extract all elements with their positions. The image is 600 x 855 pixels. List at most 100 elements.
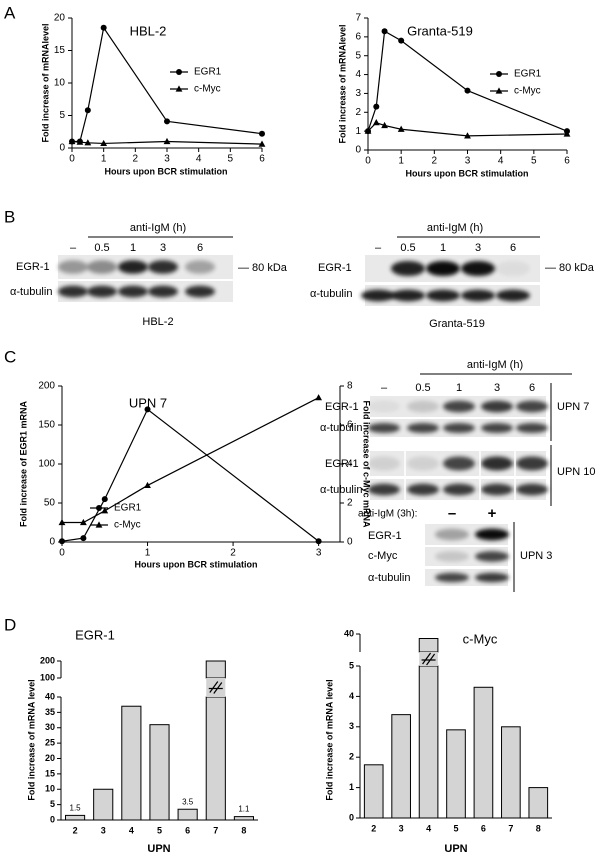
y-tick-label: 15 [54, 45, 66, 56]
point [76, 138, 84, 145]
legend-marker [175, 85, 183, 92]
y-axis-label: Fold increase of mRNA level [324, 679, 334, 800]
x-axis-label: Hours upon BCR stimulation [105, 166, 228, 176]
x-tick-label: 1 [145, 548, 151, 559]
blot-band [407, 483, 439, 496]
lane-label: 0.5 [400, 242, 415, 254]
blot-band [368, 456, 400, 471]
legend-marker [176, 69, 182, 75]
y-tick-label: 10 [45, 784, 55, 794]
blot-band [461, 289, 495, 302]
lane-label: 6 [197, 242, 203, 254]
blot-band [58, 285, 88, 298]
x-tick-label: 3 [164, 154, 170, 165]
point [364, 127, 372, 134]
value-label: 1.1 [238, 805, 250, 814]
blot-band [185, 285, 215, 298]
blot-band [368, 483, 400, 496]
chart-title: HBL-2 [130, 23, 167, 38]
x-tick-label: 4 [426, 823, 431, 833]
y-axis-label: Fold increase of EGR1 mRNA [18, 400, 28, 527]
point [398, 37, 405, 44]
y-axis-label: Fold increase of mRNAlevel [337, 24, 347, 143]
panel-label: B [4, 207, 15, 226]
blot-band [407, 456, 439, 471]
x-tick-label: 2 [432, 156, 438, 167]
y-tick-label: 0 [50, 814, 55, 824]
y-tick-label: 100 [40, 672, 55, 682]
bar [473, 686, 494, 819]
lane-label: 3 [475, 242, 481, 254]
blot-band [481, 422, 513, 434]
legend-marker [495, 87, 503, 94]
y-tick-label: 50 [44, 498, 56, 509]
y-tick-label: 0 [59, 143, 65, 154]
y-tick-label: 200 [38, 381, 55, 392]
series-line [367, 30, 568, 132]
blot-band [496, 260, 530, 277]
x-tick-label: 0 [365, 156, 371, 167]
y-tick-label: 3 [355, 88, 361, 99]
patient-label: UPN 10 [557, 466, 596, 478]
bar [177, 808, 198, 821]
x-tick-label: 1 [398, 156, 404, 167]
x-tick-label: 6 [259, 154, 265, 165]
point [101, 507, 109, 514]
lane-label: 3 [160, 242, 166, 254]
x-tick-label: 2 [371, 823, 376, 833]
bar [233, 816, 254, 821]
lane-label: – [70, 242, 77, 254]
point [164, 118, 170, 125]
blot-header: anti-IgM (h) [467, 359, 523, 371]
y-tick-label: 40 [344, 628, 354, 638]
row-label: EGR-1 [325, 401, 359, 413]
y2-tick-label: 2 [347, 498, 353, 509]
blot-band [391, 289, 425, 302]
lane-label: 0.5 [94, 242, 109, 254]
point [259, 130, 265, 137]
series-line [72, 26, 263, 143]
point [563, 130, 571, 137]
blot-band [87, 260, 117, 274]
lane-label: 6 [510, 242, 516, 254]
y-tick-label: 10 [54, 78, 66, 89]
row-label: EGR-1 [368, 530, 402, 542]
row-label: c-Myc [368, 550, 398, 562]
point [144, 406, 151, 413]
blot-band [443, 400, 475, 413]
blot-band [461, 260, 495, 277]
y-tick-label: 15 [45, 768, 55, 778]
point [100, 139, 108, 147]
blot-band [443, 456, 475, 471]
y-tick-label: 0 [355, 145, 361, 156]
y-tick-label: 0 [49, 537, 55, 548]
x-tick-label: 5 [453, 823, 458, 833]
blot-band [496, 289, 530, 302]
point [464, 87, 471, 94]
blot-caption: HBL-2 [142, 316, 173, 328]
point [397, 125, 405, 132]
y-tick-label: 150 [38, 420, 55, 431]
blot-band [475, 572, 509, 583]
break-mark [421, 652, 436, 666]
y-tick-label: 200 [40, 655, 55, 665]
blot-header: anti-IgM (h) [130, 222, 186, 234]
point [381, 28, 388, 35]
blot-band [391, 260, 425, 277]
legend-label: c-Myc [194, 84, 221, 95]
y-axis-label: Fold increase of mRNA level [26, 679, 36, 800]
x-tick-label: 6 [564, 156, 570, 167]
point [58, 518, 66, 526]
blot-band [481, 483, 513, 496]
value-label: 1.5 [70, 803, 82, 812]
point [381, 121, 388, 129]
lane-label: 0.5 [415, 382, 430, 394]
blot-band [118, 260, 148, 274]
x-tick-label: 0 [59, 548, 65, 559]
patient-label: UPN 3 [520, 550, 552, 562]
blot-band [475, 528, 509, 541]
blot-band [475, 551, 509, 562]
point [315, 538, 322, 545]
break-mark [208, 681, 223, 694]
